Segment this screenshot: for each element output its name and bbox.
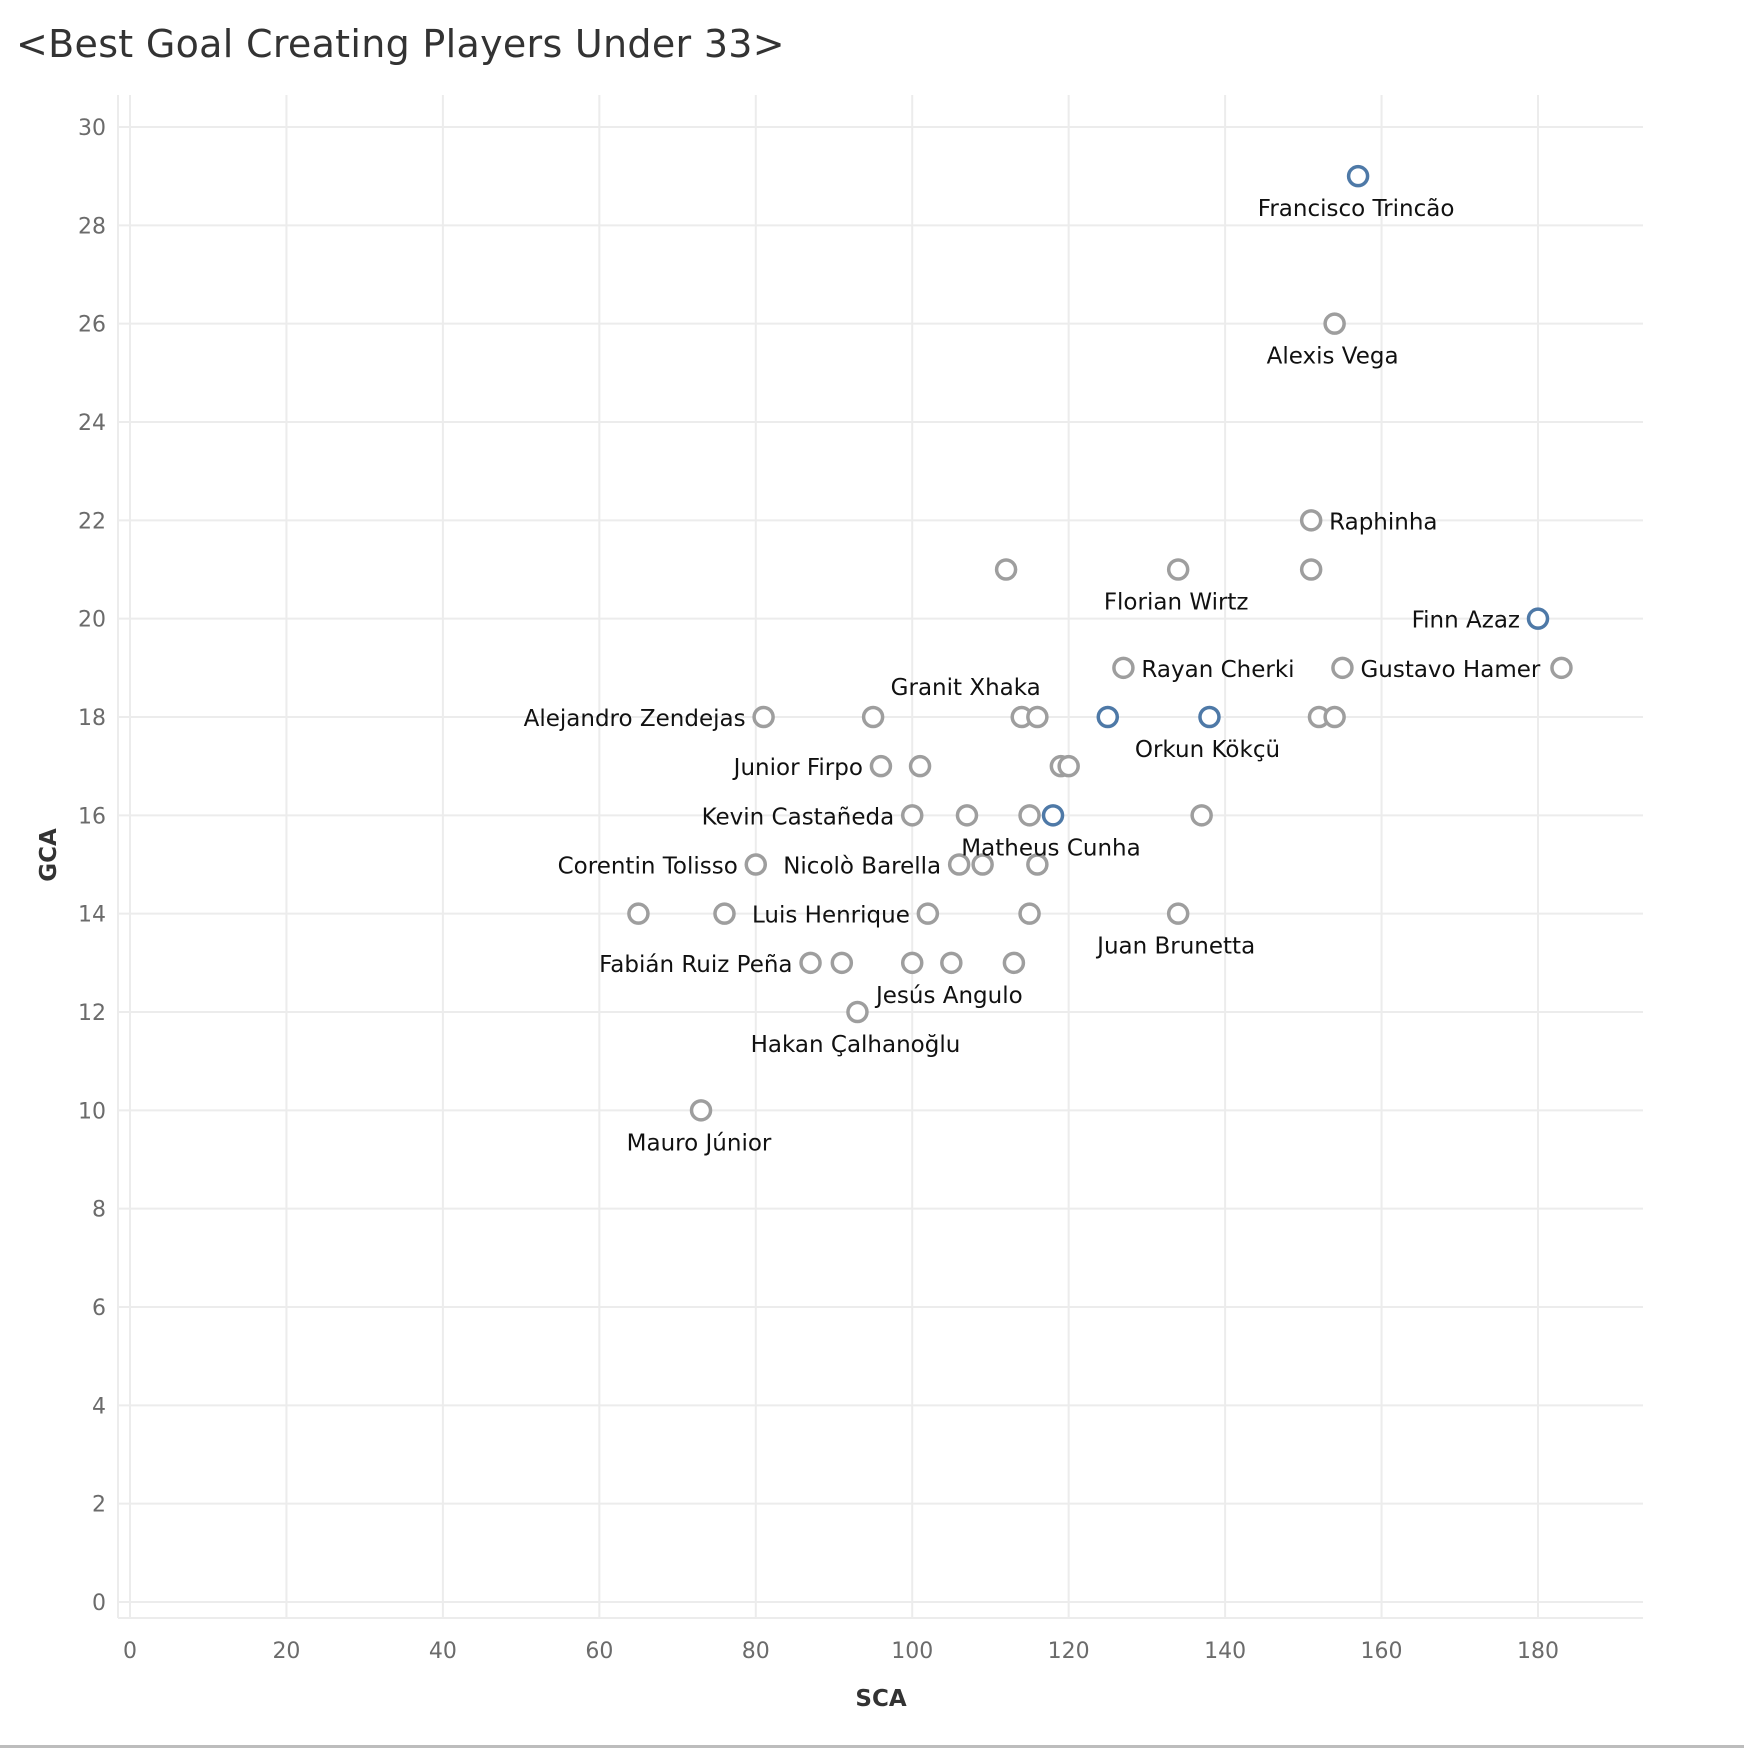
y-tick-label: 2 bbox=[92, 1493, 106, 1518]
data-point[interactable] bbox=[900, 951, 924, 975]
point-label: Fabián Ruiz Peña bbox=[599, 952, 792, 978]
y-tick-label: 20 bbox=[78, 608, 106, 633]
y-axis-title: GCA bbox=[36, 828, 62, 882]
highlighted-data-point[interactable] bbox=[1198, 705, 1221, 729]
data-point[interactable] bbox=[830, 951, 854, 975]
point-label: Corentin Tolisso bbox=[558, 854, 738, 880]
y-tick-label: 16 bbox=[78, 804, 106, 829]
data-point[interactable] bbox=[1323, 312, 1346, 335]
y-tick-label: 24 bbox=[78, 411, 106, 436]
data-point[interactable] bbox=[1190, 804, 1213, 827]
x-tick-label: 160 bbox=[1361, 1639, 1403, 1664]
x-tick-label: 80 bbox=[742, 1639, 770, 1664]
data-point[interactable] bbox=[846, 1000, 869, 1024]
x-tick-label: 40 bbox=[429, 1639, 457, 1664]
point-label: Mauro Júnior bbox=[627, 1130, 772, 1156]
x-tick-label: 60 bbox=[585, 1639, 613, 1664]
data-point[interactable] bbox=[1299, 509, 1323, 532]
point-label: Alexis Vega bbox=[1267, 344, 1399, 370]
data-point[interactable] bbox=[1026, 705, 1049, 729]
point-label: Juan Brunetta bbox=[1095, 934, 1255, 960]
x-axis-ticks: 0 20 40 60 80 100 120 140 160 180 bbox=[123, 1639, 1559, 1664]
data-point[interactable] bbox=[1057, 754, 1080, 778]
highlighted-data-point[interactable] bbox=[1526, 607, 1550, 630]
y-tick-label: 22 bbox=[78, 509, 106, 534]
y-tick-label: 12 bbox=[78, 1001, 106, 1026]
data-point[interactable] bbox=[627, 902, 650, 925]
point-label: Kevin Castañeda bbox=[702, 804, 895, 830]
y-tick-label: 10 bbox=[78, 1099, 106, 1124]
x-tick-label: 100 bbox=[891, 1639, 933, 1664]
x-tick-label: 0 bbox=[123, 1639, 137, 1664]
point-label: Florian Wirtz bbox=[1104, 590, 1249, 616]
data-point[interactable] bbox=[1002, 951, 1026, 975]
x-tick-label: 180 bbox=[1517, 1639, 1559, 1664]
point-label: Granit Xhaka bbox=[891, 675, 1041, 701]
data-point[interactable] bbox=[1299, 558, 1323, 581]
data-point[interactable] bbox=[861, 705, 885, 729]
point-label: Francisco Trincão bbox=[1258, 196, 1455, 222]
data-point[interactable] bbox=[1323, 705, 1346, 729]
y-tick-label: 0 bbox=[92, 1591, 106, 1616]
data-point[interactable] bbox=[1026, 853, 1049, 876]
y-tick-label: 26 bbox=[78, 313, 106, 338]
data-point[interactable] bbox=[1018, 902, 1041, 925]
y-tick-label: 30 bbox=[78, 116, 106, 141]
data-point[interactable] bbox=[713, 902, 736, 925]
point-label: Raphinha bbox=[1329, 509, 1437, 535]
point-label: Hakan Çalhanoğlu bbox=[751, 1032, 961, 1058]
highlighted-data-point[interactable] bbox=[1096, 705, 1120, 729]
bottom-divider bbox=[0, 1745, 1744, 1748]
y-tick-label: 18 bbox=[78, 706, 106, 731]
point-label: Nicolò Barella bbox=[783, 854, 941, 880]
data-point[interactable] bbox=[1112, 656, 1135, 680]
data-point[interactable] bbox=[1550, 656, 1573, 680]
highlighted-data-point[interactable] bbox=[1346, 164, 1370, 188]
highlighted-data-point[interactable] bbox=[1041, 804, 1065, 827]
data-point[interactable] bbox=[1331, 656, 1354, 680]
y-tick-label: 14 bbox=[78, 903, 106, 928]
x-axis-title: SCA bbox=[855, 1686, 906, 1712]
data-point[interactable] bbox=[947, 853, 971, 876]
data-point[interactable] bbox=[994, 558, 1018, 581]
data-point[interactable] bbox=[689, 1099, 713, 1122]
point-label: Alejandro Zendejas bbox=[524, 706, 746, 732]
x-tick-label: 20 bbox=[272, 1639, 300, 1664]
y-tick-label: 6 bbox=[92, 1296, 106, 1321]
data-point[interactable] bbox=[916, 902, 940, 925]
point-label: Jesús Angulo bbox=[874, 983, 1023, 1009]
data-point[interactable] bbox=[940, 951, 963, 975]
x-tick-label: 120 bbox=[1048, 1639, 1090, 1664]
x-tick-label: 140 bbox=[1204, 1639, 1246, 1664]
data-point[interactable] bbox=[1018, 804, 1041, 827]
point-label: Matheus Cunha bbox=[961, 835, 1140, 861]
data-point[interactable] bbox=[744, 853, 768, 876]
data-point[interactable] bbox=[900, 804, 924, 827]
y-tick-label: 28 bbox=[78, 214, 106, 239]
point-label: Gustavo Hamer bbox=[1360, 657, 1540, 683]
chart-title: <Best Goal Creating Players Under 33> bbox=[16, 22, 785, 66]
data-points bbox=[627, 164, 1573, 1122]
point-label: Finn Azaz bbox=[1412, 608, 1520, 634]
data-point[interactable] bbox=[908, 754, 932, 778]
data-point[interactable] bbox=[752, 705, 775, 729]
data-point[interactable] bbox=[1166, 558, 1190, 581]
data-point[interactable] bbox=[955, 804, 979, 827]
y-tick-label: 8 bbox=[92, 1198, 106, 1223]
point-label: Luis Henrique bbox=[752, 903, 910, 929]
data-point[interactable] bbox=[971, 853, 994, 876]
data-point[interactable] bbox=[1166, 902, 1190, 925]
point-labels: Francisco Trincão Alexis Vega Raphinha Flor… bbox=[524, 196, 1541, 1156]
point-label: Rayan Cherki bbox=[1141, 657, 1294, 683]
data-point[interactable] bbox=[869, 754, 893, 778]
point-label: Orkun Kökçü bbox=[1135, 737, 1280, 763]
y-tick-label: 4 bbox=[92, 1394, 106, 1419]
point-label: Junior Firpo bbox=[732, 755, 863, 781]
data-point[interactable] bbox=[799, 951, 822, 975]
